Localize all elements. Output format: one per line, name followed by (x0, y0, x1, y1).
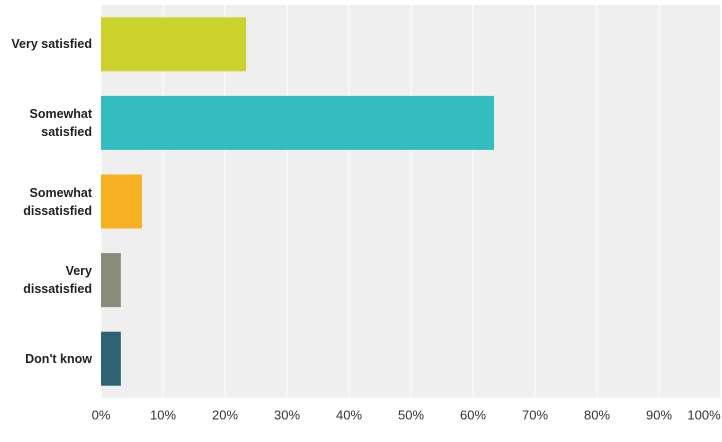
x-tick-label: 100% (687, 407, 721, 422)
category-label: Somewhat satisfied (29, 106, 92, 139)
bar (101, 17, 247, 72)
category-label: Somewhat dissatisfied (23, 185, 92, 218)
category-label: Very dissatisfied (23, 264, 92, 297)
x-tick-label: 0% (92, 407, 111, 422)
bar (101, 95, 495, 150)
bar (101, 174, 142, 229)
x-tick-label: 80% (584, 407, 610, 422)
bar (101, 331, 121, 386)
x-tick-label: 40% (336, 407, 362, 422)
category-label: Don't know (25, 351, 92, 366)
x-tick-label: 30% (274, 407, 300, 422)
bar (101, 253, 121, 308)
x-tick-label: 50% (398, 407, 424, 422)
category-label: Very satisfied (11, 37, 92, 52)
x-tick-label: 90% (646, 407, 672, 422)
x-tick-label: 20% (212, 407, 238, 422)
x-tick-label: 60% (460, 407, 486, 422)
x-tick-label: 70% (522, 407, 548, 422)
x-tick-label: 10% (150, 407, 176, 422)
